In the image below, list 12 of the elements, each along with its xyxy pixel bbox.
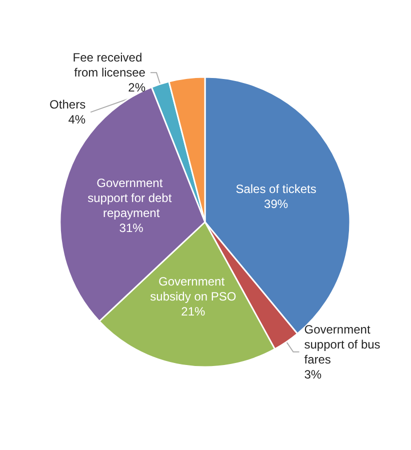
data-label: 2%	[128, 80, 146, 95]
slice-label: Others	[50, 98, 86, 112]
data-label: 4%	[68, 112, 86, 127]
data-label: 31%	[119, 221, 144, 236]
data-label: 39%	[264, 196, 288, 211]
slice-label: Sales of tickets	[236, 182, 316, 196]
slice-label: Fee received from licensee	[72, 50, 146, 80]
slice-label: Government subsidy on PSO	[150, 274, 236, 304]
slice-label: Government support for debt repayment	[88, 176, 176, 220]
slice-label: Government support of bus fares	[304, 322, 384, 366]
data-label: 3%	[304, 367, 322, 382]
data-label: 21%	[181, 304, 206, 319]
